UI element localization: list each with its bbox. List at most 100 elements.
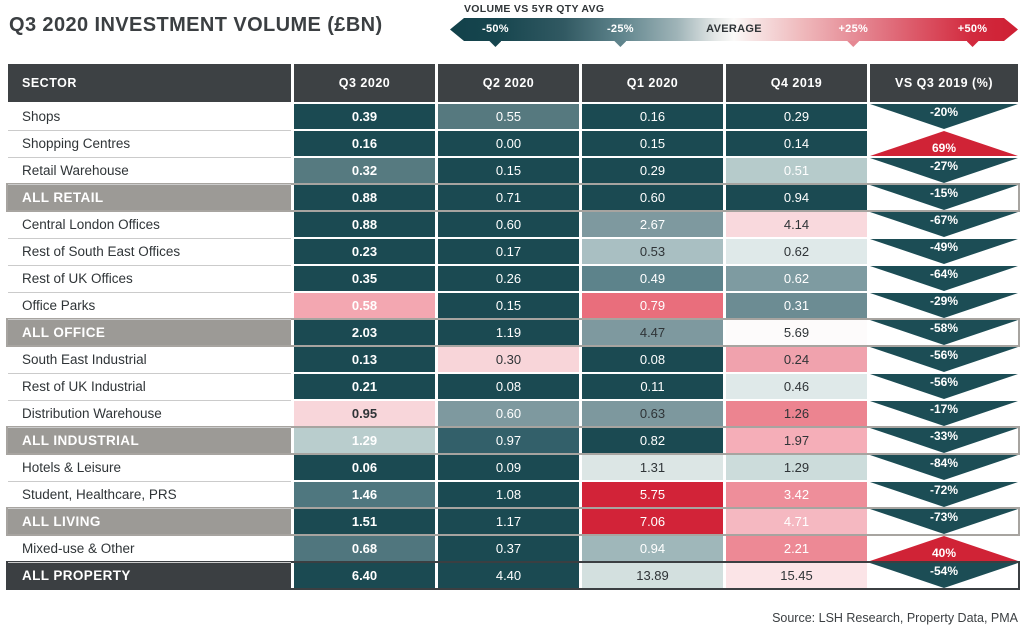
change-cell: 69%: [870, 131, 1018, 156]
legend-tick-label: +50%: [957, 23, 988, 35]
value-cell: 0.82: [582, 428, 723, 453]
value-cell: 0.00: [438, 131, 579, 156]
table-row: ALL RETAIL 0.88 0.71 0.60 0.94 -15%: [6, 183, 1020, 212]
legend-notch-icon: [489, 41, 502, 47]
legend-notch-icon: [614, 41, 627, 47]
value-cell: 0.62: [726, 239, 867, 264]
value-cell: 13.89: [582, 563, 723, 588]
change-cell: -56%: [870, 347, 1018, 372]
change-cell: -49%: [870, 239, 1018, 264]
value-cell: 0.79: [582, 293, 723, 318]
change-value: -54%: [929, 564, 958, 578]
change-cell: -58%: [870, 320, 1018, 345]
sector-cell: Shopping Centres: [8, 131, 291, 158]
change-cell: -73%: [870, 509, 1018, 534]
value-cell: 0.62: [726, 266, 867, 291]
sector-cell: Distribution Warehouse: [8, 401, 291, 428]
value-cell: 2.67: [582, 212, 723, 237]
value-cell: 0.23: [294, 239, 435, 264]
value-cell: 1.29: [294, 428, 435, 453]
value-cell: 0.94: [726, 185, 867, 210]
change-cell: -20%: [870, 104, 1018, 129]
value-cell: 0.55: [438, 104, 579, 129]
change-cell: -15%: [870, 185, 1018, 210]
value-cell: 1.19: [438, 320, 579, 345]
change-cell: -64%: [870, 266, 1018, 291]
value-cell: 1.08: [438, 482, 579, 507]
change-value: 69%: [931, 141, 957, 155]
table-row: Retail Warehouse 0.32 0.15 0.29 0.51 -27%: [8, 158, 1018, 185]
change-cell: -33%: [870, 428, 1018, 453]
header-cell-q3-2020: Q3 2020: [294, 64, 435, 102]
sector-cell: Hotels & Leisure: [8, 455, 291, 482]
table-row: Hotels & Leisure 0.06 0.09 1.31 1.29 -84%: [8, 455, 1018, 482]
value-cell: 0.31: [726, 293, 867, 318]
change-cell: -67%: [870, 212, 1018, 237]
value-cell: 0.60: [438, 212, 579, 237]
sector-cell: Retail Warehouse: [8, 158, 291, 185]
legend-notches: [450, 41, 1018, 48]
sector-cell: Rest of South East Offices: [8, 239, 291, 266]
value-cell: 0.21: [294, 374, 435, 399]
value-cell: 0.08: [582, 347, 723, 372]
legend-title: VOLUME VS 5YR QTY AVG: [464, 3, 605, 15]
sector-cell: South East Industrial: [8, 347, 291, 374]
value-cell: 0.29: [726, 104, 867, 129]
header-cell-q4-2019: Q4 2019: [726, 64, 867, 102]
sector-cell: Office Parks: [8, 293, 291, 320]
legend-notch-icon: [847, 41, 860, 47]
table-row: Mixed-use & Other 0.68 0.37 0.94 2.21 40%: [8, 536, 1018, 563]
header-cell-vs-q3-2019: VS Q3 2019 (%): [870, 64, 1018, 102]
value-cell: 0.35: [294, 266, 435, 291]
value-cell: 0.49: [582, 266, 723, 291]
value-cell: 7.06: [582, 509, 723, 534]
change-value: -56%: [929, 375, 958, 389]
value-cell: 0.09: [438, 455, 579, 480]
change-value: -73%: [929, 510, 958, 524]
color-scale-legend: VOLUME VS 5YR QTY AVG -50% -25% AVERAGE +25…: [450, 3, 1018, 48]
header-cell-q1-2020: Q1 2020: [582, 64, 723, 102]
value-cell: 2.03: [294, 320, 435, 345]
sector-cell: Rest of UK Offices: [8, 266, 291, 293]
table-row: ALL PROPERTY 6.40 4.40 13.89 15.45 -54%: [6, 561, 1020, 590]
change-cell: 40%: [870, 536, 1018, 561]
table-body: Shops 0.39 0.55 0.16 0.29 -20% Shopping Centre…: [6, 104, 1020, 590]
table-row: Shops 0.39 0.55 0.16 0.29 -20%: [8, 104, 1018, 131]
table-row: Rest of UK Industrial 0.21 0.08 0.11 0.46 -56…: [8, 374, 1018, 401]
sector-cell: ALL RETAIL: [8, 185, 291, 210]
value-cell: 0.24: [726, 347, 867, 372]
value-cell: 2.21: [726, 536, 867, 561]
value-cell: 0.14: [726, 131, 867, 156]
value-cell: 5.75: [582, 482, 723, 507]
value-cell: 0.58: [294, 293, 435, 318]
change-value: -29%: [929, 294, 958, 308]
change-cell: -54%: [870, 563, 1018, 588]
value-cell: 0.51: [726, 158, 867, 183]
value-cell: 0.60: [438, 401, 579, 426]
value-cell: 0.88: [294, 212, 435, 237]
sector-cell: ALL INDUSTRIAL: [8, 428, 291, 453]
change-cell: -72%: [870, 482, 1018, 507]
header-cell-sector: SECTOR: [8, 64, 291, 102]
change-cell: -56%: [870, 374, 1018, 399]
value-cell: 0.06: [294, 455, 435, 480]
value-cell: 0.16: [582, 104, 723, 129]
value-cell: 0.11: [582, 374, 723, 399]
change-value: -27%: [929, 159, 958, 173]
table-row: Central London Offices 0.88 0.60 2.67 4.14 -6…: [8, 212, 1018, 239]
value-cell: 0.29: [582, 158, 723, 183]
value-cell: 4.71: [726, 509, 867, 534]
sector-cell: Central London Offices: [8, 212, 291, 239]
table-row: ALL OFFICE 2.03 1.19 4.47 5.69 -58%: [6, 318, 1020, 347]
value-cell: 0.95: [294, 401, 435, 426]
value-cell: 0.32: [294, 158, 435, 183]
value-cell: 15.45: [726, 563, 867, 588]
value-cell: 0.60: [582, 185, 723, 210]
change-value: -49%: [929, 240, 958, 254]
legend-notch-icon: [966, 41, 979, 47]
change-value: -33%: [929, 429, 958, 443]
sector-cell: ALL PROPERTY: [8, 563, 291, 588]
change-value: 40%: [931, 546, 957, 560]
legend-tick-label: AVERAGE: [706, 23, 762, 35]
change-value: -64%: [929, 267, 958, 281]
